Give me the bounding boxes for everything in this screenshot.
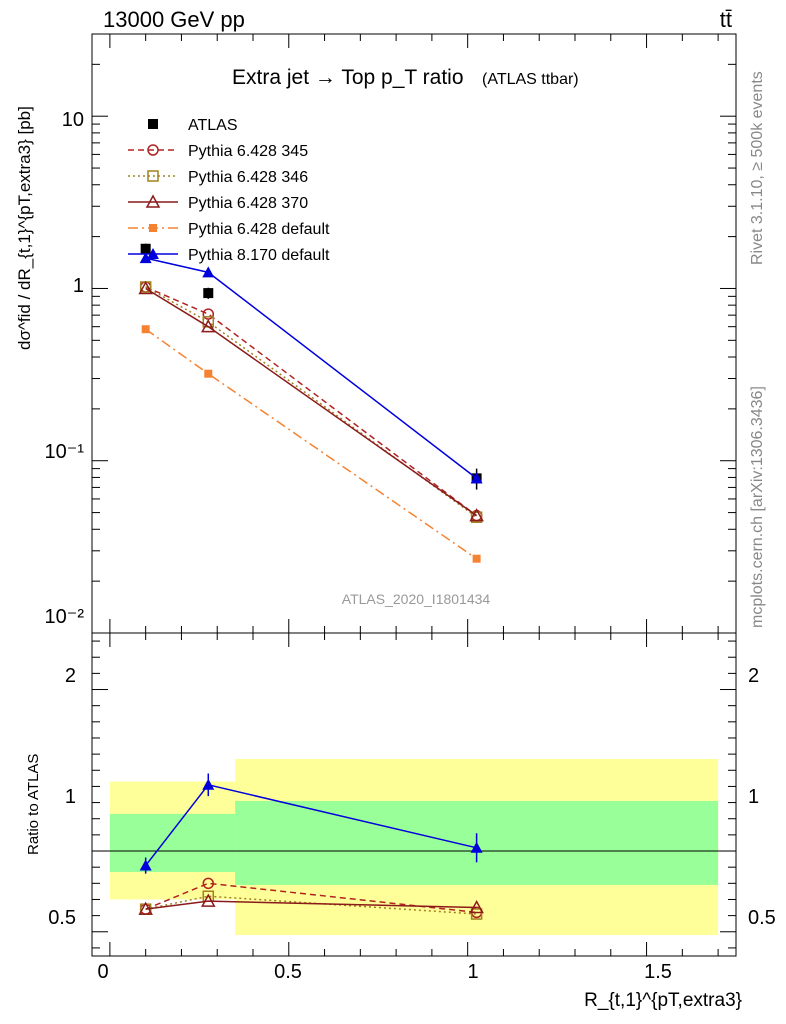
legend-marker bbox=[147, 144, 159, 156]
legend-marker bbox=[147, 248, 159, 259]
ratio-series-line bbox=[145, 895, 477, 915]
series-line bbox=[145, 286, 478, 518]
legend-item: ATLAS bbox=[148, 117, 238, 134]
y-tick-label-0.01: 10⁻² bbox=[45, 606, 85, 628]
legend-label: Pythia 6.428 345 bbox=[188, 143, 308, 160]
ratio-y-tick-label-2-left: 2 bbox=[65, 665, 76, 687]
ratio-y-tick-label-1-right: 1 bbox=[748, 786, 759, 808]
legend-label: Pythia 6.428 370 bbox=[188, 195, 308, 212]
ratio-data-point bbox=[202, 877, 215, 890]
ratio-series-pythia-8-170-default bbox=[139, 773, 483, 874]
chart-title: Extra jet → Top p_T ratio bbox=[232, 66, 464, 89]
legend-item: Pythia 6.428 370 bbox=[128, 194, 308, 212]
ratio-y-axis-title: Ratio to ATLAS bbox=[25, 754, 42, 855]
ratio-plot-series bbox=[138, 773, 484, 920]
ratio-data-point bbox=[470, 841, 483, 853]
series-line bbox=[145, 286, 478, 517]
data-point bbox=[139, 252, 152, 264]
legend-item: Pythia 8.170 default bbox=[128, 247, 330, 264]
data-point bbox=[469, 508, 484, 522]
data-point bbox=[472, 554, 481, 563]
legend-marker bbox=[145, 194, 161, 208]
legend-label: Pythia 8.170 default bbox=[188, 247, 330, 264]
series-line bbox=[145, 328, 478, 560]
ratio-series-line bbox=[145, 900, 477, 910]
data-point bbox=[140, 243, 151, 254]
series-pythia-6-428-default bbox=[141, 325, 481, 563]
ratio-plot-frame bbox=[91, 632, 737, 957]
legend-item: Pythia 6.428 345 bbox=[128, 143, 308, 160]
ratio-plot-ticks bbox=[92, 633, 736, 956]
legend-marker bbox=[149, 224, 157, 232]
data-point bbox=[141, 325, 150, 334]
mcplots-label: mcplots.cern.ch [arXiv:1306.3436] bbox=[749, 386, 766, 628]
header-right: tt̄ bbox=[720, 7, 732, 32]
legend-label: Pythia 6.428 default bbox=[188, 221, 330, 238]
series-pythia-6-428-346 bbox=[139, 281, 483, 523]
series-line bbox=[145, 287, 478, 517]
x-tick-label-1.5: 1.5 bbox=[644, 961, 672, 983]
header-left: 13000 GeV pp bbox=[103, 7, 245, 32]
ratio-series-line bbox=[145, 882, 477, 914]
main-plot-ticks bbox=[92, 33, 736, 634]
data-point bbox=[138, 280, 153, 295]
series-pythia-8-170-default bbox=[139, 252, 483, 484]
data-point bbox=[202, 308, 215, 320]
x-tick-label-1: 1 bbox=[467, 961, 478, 983]
ratio-series-pythia-6-428-370 bbox=[138, 893, 484, 915]
x-tick-label-0: 0 bbox=[97, 961, 108, 983]
y-tick-label-10: 10 bbox=[62, 109, 84, 131]
ratio-y-tick-label-2-right: 2 bbox=[748, 665, 759, 687]
data-point bbox=[201, 319, 216, 333]
legend-item: Pythia 6.428 346 bbox=[128, 169, 308, 186]
rivet-version-label: Rivet 3.1.10, ≥ 500k events bbox=[749, 71, 766, 265]
legend-label: Pythia 6.428 346 bbox=[188, 169, 308, 186]
legend-marker bbox=[147, 170, 159, 182]
data-point bbox=[470, 511, 483, 523]
y-tick-label-1: 1 bbox=[73, 275, 84, 297]
ratio-y-tick-label-1-left: 1 bbox=[65, 786, 76, 808]
series-atlas bbox=[140, 243, 482, 490]
y-axis-title: dσ^fid / dR_{t,1}^{pT,extra3} [pb] bbox=[15, 106, 34, 350]
ratio-data-point bbox=[202, 778, 215, 790]
main-plot-series bbox=[138, 243, 484, 563]
ratio-uncertainty-bands bbox=[109, 758, 719, 936]
ratio-plot-panel: 2 1 0.5 2 1 0.5 Ratio to ATLAS 0 0.5 1 1… bbox=[25, 632, 776, 1011]
legend-item: Pythia 6.428 default bbox=[128, 221, 330, 238]
legend-label: ATLAS bbox=[188, 117, 238, 134]
ratio-data-point bbox=[469, 899, 484, 914]
data-point bbox=[470, 472, 483, 484]
legend-marker bbox=[148, 119, 158, 129]
data-point bbox=[202, 266, 215, 278]
data-point bbox=[203, 288, 214, 299]
main-plot-panel: 10 1 10⁻¹ 10⁻² Extra jet → Top p_T ratio… bbox=[15, 33, 737, 634]
ratio-data-point bbox=[139, 859, 152, 871]
series-pythia-6-428-370 bbox=[138, 280, 484, 522]
ratio-data-point bbox=[201, 893, 216, 907]
chart-subtitle: (ATLAS ttbar) bbox=[482, 71, 579, 88]
analysis-watermark: ATLAS_2020_I1801434 bbox=[342, 591, 491, 607]
green-band bbox=[109, 813, 236, 873]
y-tick-label-0.1: 10⁻¹ bbox=[45, 441, 85, 463]
ratio-y-tick-label-0.5-right: 0.5 bbox=[748, 907, 776, 929]
legend: ATLAS Pythia 6.428 345 Pythia 6.428 346 Pyt… bbox=[128, 117, 330, 264]
ratio-data-point bbox=[470, 908, 483, 920]
ratio-y-tick-label-0.5-left: 0.5 bbox=[48, 907, 76, 929]
x-tick-label-0.5: 0.5 bbox=[274, 961, 302, 983]
series-pythia-6-428-345 bbox=[139, 281, 483, 522]
data-point bbox=[204, 369, 213, 378]
ratio-data-point bbox=[138, 901, 153, 915]
x-axis-title: R_{t,1}^{pT,extra3} bbox=[584, 990, 742, 1011]
